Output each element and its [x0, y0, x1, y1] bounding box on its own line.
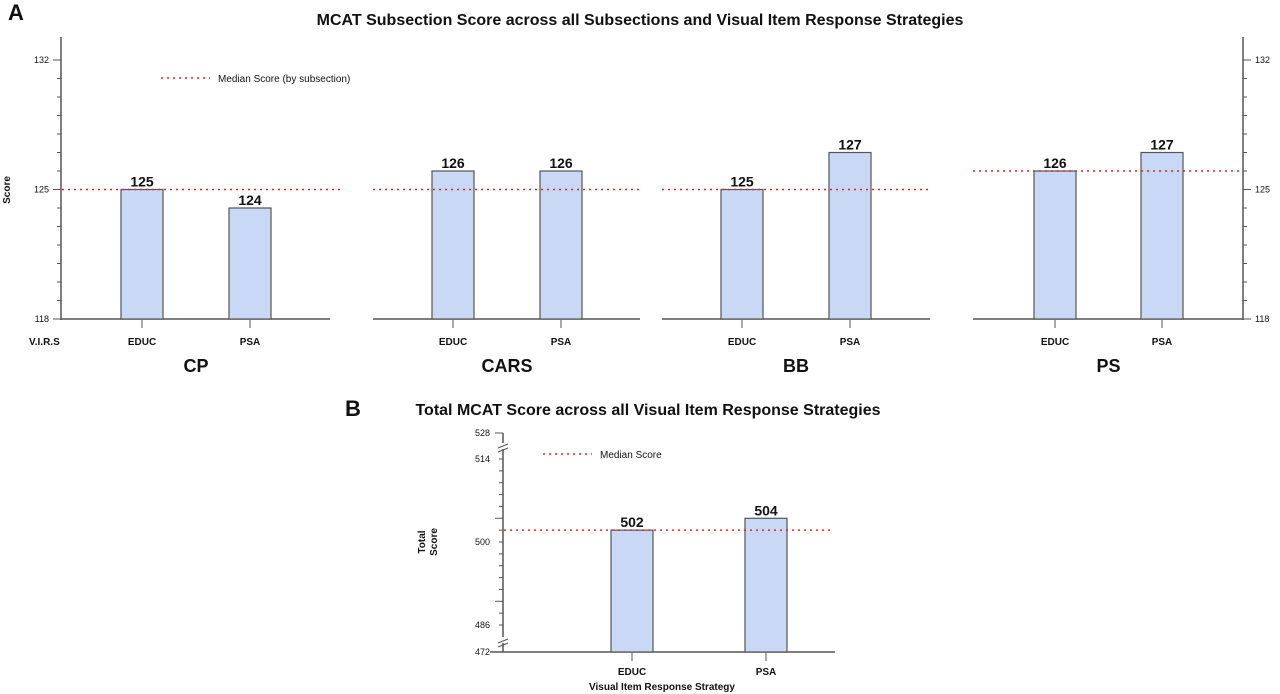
data-label: 125 — [730, 174, 754, 190]
data-label: 127 — [1150, 137, 1174, 153]
data-label: 127 — [838, 137, 862, 153]
subsection-label-bb: BB — [783, 356, 809, 376]
axis-break-mark — [497, 642, 509, 648]
data-label: 504 — [754, 502, 778, 518]
data-label: 126 — [1043, 155, 1067, 171]
data-label: 126 — [441, 155, 465, 171]
panel-b-ylabel: TotalScore — [417, 528, 440, 556]
bar-bb-psa — [828, 151, 872, 320]
panel-b-label: B — [345, 396, 361, 421]
data-label: 124 — [238, 192, 262, 208]
subsection-label-cp: CP — [183, 356, 208, 376]
panel-a-ylabel: Score — [2, 176, 13, 204]
x-tick-label: PSA — [1152, 337, 1173, 348]
bar-cp-psa — [228, 207, 272, 320]
panel-b-ylabel-line1: Total — [417, 530, 428, 553]
data-label: 502 — [620, 514, 644, 530]
axis-break-mark — [497, 443, 509, 449]
bar-total-educ — [610, 529, 654, 653]
x-tick-label: EDUC — [128, 337, 156, 348]
y-tick-label: 132 — [34, 55, 49, 65]
axis-break-mark — [497, 638, 509, 644]
y-tick-label: 125 — [34, 185, 49, 195]
axis-break-mark — [497, 447, 509, 453]
panel-a-title: MCAT Subsection Score across all Subsect… — [317, 12, 964, 29]
x-tick-label: EDUC — [728, 337, 756, 348]
bar-cars-educ — [431, 170, 475, 320]
data-label: 126 — [549, 155, 573, 171]
legend-b-label: Median Score — [600, 450, 662, 461]
bar-ps-psa — [1140, 151, 1184, 320]
legend-a-label: Median Score (by subsection) — [218, 74, 350, 85]
x-tick-label: PSA — [756, 667, 777, 678]
y-tick-label: 118 — [35, 314, 49, 324]
panel-a-label: A — [8, 0, 24, 25]
y-tick-label: 514 — [475, 454, 490, 464]
panel-b-ylabel-line2: Score — [429, 528, 440, 556]
y-tick-label: 132 — [1255, 55, 1270, 65]
bar-bb-educ — [720, 188, 764, 320]
y-tick-label: 125 — [1255, 185, 1270, 195]
y-tick-label: 500 — [475, 537, 490, 547]
panel-a-virs-label: V.I.R.S — [29, 337, 60, 348]
y-tick-label: 528 — [475, 428, 490, 438]
y-tick-label: 118 — [1255, 314, 1269, 324]
x-tick-label: PSA — [840, 337, 861, 348]
bar-cars-psa — [539, 170, 583, 320]
x-tick-label: PSA — [240, 337, 261, 348]
y-tick-label: 472 — [475, 647, 490, 657]
y-tick-label: 486 — [475, 620, 490, 630]
x-tick-label: PSA — [551, 337, 572, 348]
subsection-label-cars: CARS — [481, 356, 532, 376]
data-label: 125 — [130, 174, 154, 190]
bar-ps-educ — [1033, 170, 1077, 320]
subsection-label-ps: PS — [1096, 356, 1120, 376]
x-tick-label: EDUC — [618, 667, 646, 678]
x-tick-label: EDUC — [1041, 337, 1069, 348]
x-tick-label: EDUC — [439, 337, 467, 348]
panel-b-title: Total MCAT Score across all Visual Item … — [415, 402, 880, 419]
panel-b-xlabel: Visual Item Response Strategy — [589, 682, 735, 693]
bar-cp-educ — [120, 188, 164, 320]
bar-total-psa — [744, 517, 788, 653]
